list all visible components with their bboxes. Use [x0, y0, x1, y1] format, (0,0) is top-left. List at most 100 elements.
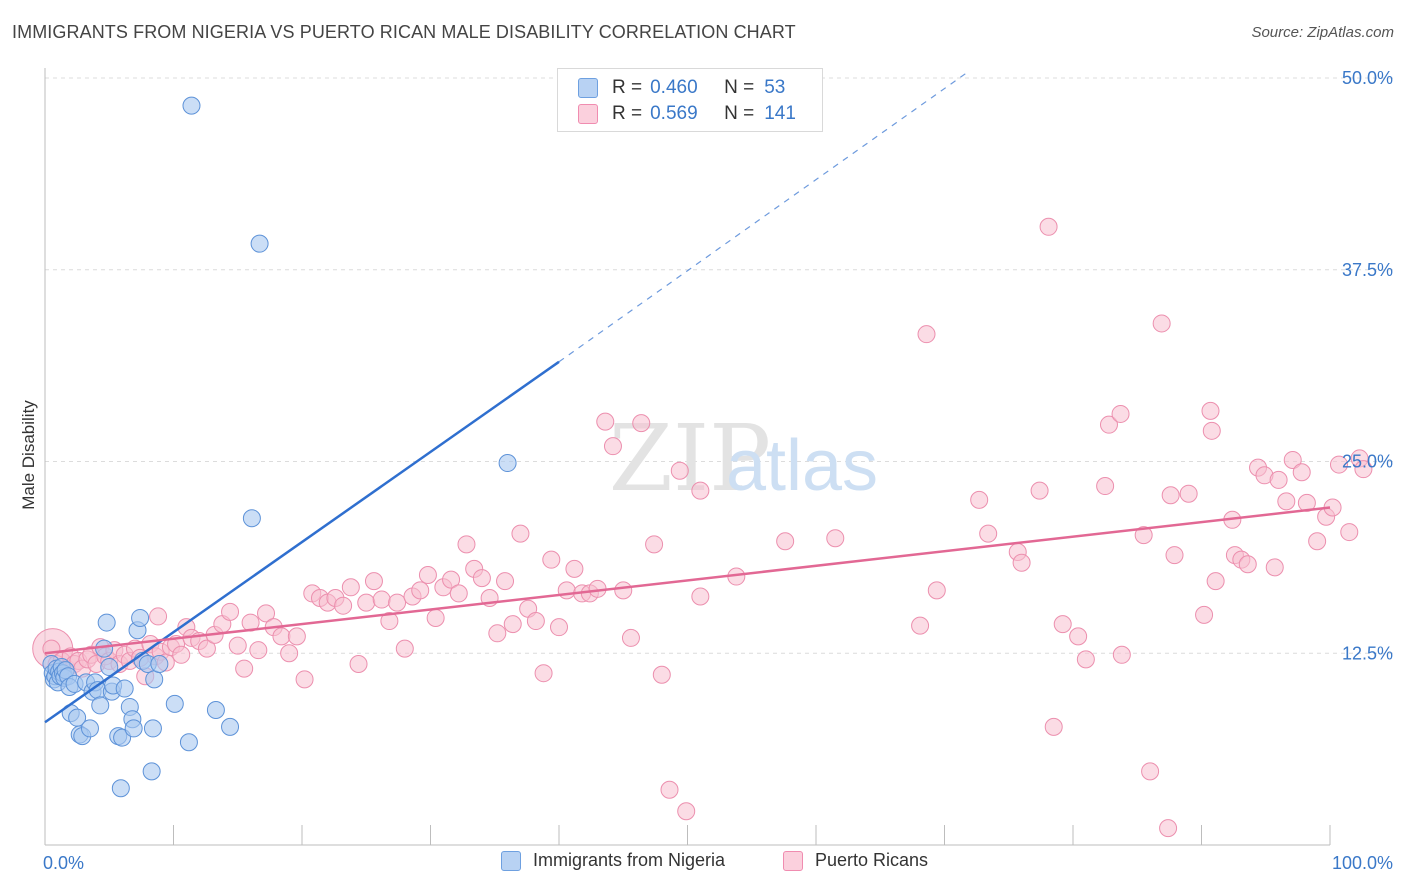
- puerto-ricans-point: [1206, 572, 1225, 591]
- legend-row-puerto-ricans: R = 0.569 N = 141: [578, 102, 796, 126]
- bottom-legend-swatch-nigeria: [501, 850, 521, 871]
- puerto-ricans-point: [526, 612, 545, 631]
- puerto-ricans-point: [334, 596, 353, 615]
- legend-r-label: R =: [612, 77, 643, 98]
- puerto-ricans-point: [970, 490, 989, 509]
- puerto-ricans-point: [911, 616, 930, 635]
- puerto-ricans-point: [511, 524, 530, 543]
- puerto-ricans-point: [1076, 650, 1095, 669]
- nigeria-trend-extension: [558, 69, 971, 363]
- puerto-ricans-point: [1201, 401, 1220, 420]
- puerto-ricans-point: [917, 325, 936, 344]
- puerto-ricans-point: [557, 581, 576, 600]
- puerto-ricans-point: [1277, 492, 1296, 511]
- puerto-ricans-point: [1141, 762, 1160, 781]
- puerto-ricans-point: [388, 593, 407, 612]
- puerto-ricans-point: [1096, 477, 1115, 496]
- puerto-ricans-point: [1292, 463, 1311, 482]
- puerto-ricans-point: [1112, 645, 1131, 664]
- puerto-ricans-point: [364, 572, 383, 591]
- puerto-ricans-point: [614, 581, 633, 600]
- puerto-ricans-point: [1297, 493, 1316, 512]
- y-tick-label: 37.5%: [1342, 260, 1393, 280]
- bottom-legend-label-puerto-ricans: Puerto Ricans: [815, 850, 929, 870]
- correlation-legend: R = 0.460 N = 53 R = 0.569 N = 141: [557, 68, 823, 132]
- puerto-ricans-point: [1152, 314, 1171, 333]
- grid-lines: [45, 77, 1395, 654]
- puerto-ricans-point: [1099, 415, 1118, 434]
- puerto-ricans-point: [149, 607, 168, 626]
- puerto-ricans-point: [287, 627, 306, 646]
- chart-title: IMMIGRANTS FROM NIGERIA VS PUERTO RICAN …: [12, 22, 796, 42]
- puerto-ricans-point: [670, 461, 689, 480]
- source-label: Source: ZipAtlas.com: [1251, 24, 1394, 41]
- puerto-ricans-point: [496, 572, 515, 591]
- tick-labels: 12.5% 25.0% 37.5% 50.0% 0.0% 100.0%: [43, 68, 1393, 873]
- legend-swatch-puerto-ricans: [578, 104, 598, 124]
- legend-r-label: R =: [612, 103, 643, 124]
- nigeria-point: [80, 719, 99, 738]
- puerto-ricans-point: [235, 659, 254, 678]
- puerto-ricans-point: [534, 664, 553, 683]
- nigeria-point: [250, 234, 269, 253]
- puerto-ricans-point: [357, 593, 376, 612]
- puerto-ricans-point: [691, 481, 710, 500]
- bottom-legend-swatch-puerto-ricans: [783, 850, 803, 871]
- nigeria-trend-line: [44, 360, 560, 724]
- puerto-ricans-point: [228, 636, 247, 655]
- legend-r-value: 0.460: [650, 77, 698, 98]
- legend-row-nigeria: R = 0.460 N = 53: [578, 76, 785, 100]
- nigeria-point: [165, 694, 184, 713]
- nigeria-points: [42, 96, 517, 798]
- nigeria-point: [221, 717, 240, 736]
- nigeria-point: [179, 733, 198, 752]
- puerto-ricans-point: [1283, 450, 1302, 469]
- puerto-ricans-point: [826, 529, 845, 548]
- puerto-ricans-point: [645, 535, 664, 554]
- puerto-ricans-point: [691, 587, 710, 606]
- puerto-ricans-point: [1265, 558, 1284, 577]
- puerto-ricans-point: [1238, 555, 1257, 574]
- nigeria-point: [182, 96, 201, 115]
- puerto-ricans-point: [979, 524, 998, 543]
- puerto-ricans-point: [1159, 819, 1178, 838]
- nigeria-point: [206, 701, 225, 720]
- puerto-ricans-point: [776, 532, 795, 551]
- axes: [44, 68, 1331, 846]
- puerto-ricans-point: [596, 412, 615, 431]
- puerto-ricans-point: [1329, 455, 1348, 474]
- puerto-ricans-point: [426, 608, 445, 627]
- puerto-ricans-point: [472, 569, 491, 588]
- bottom-legend-nigeria: Immigrants from Nigeria: [501, 850, 725, 871]
- puerto-ricans-point: [621, 628, 640, 647]
- x-tick-label: 0.0%: [43, 853, 84, 873]
- nigeria-point: [100, 658, 119, 677]
- nigeria-point: [242, 509, 261, 528]
- puerto-ricans-point: [1039, 217, 1058, 236]
- legend-n-label: N =: [724, 103, 755, 124]
- nigeria-point: [498, 454, 517, 473]
- puerto-ricans-point: [1012, 553, 1031, 572]
- puerto-ricans-points: [32, 217, 1373, 838]
- puerto-ricans-point: [380, 612, 399, 631]
- puerto-ricans-point: [1195, 605, 1214, 624]
- nigeria-point: [150, 654, 169, 673]
- nigeria-point: [91, 696, 110, 715]
- puerto-ricans-point: [1069, 627, 1088, 646]
- y-tick-label: 50.0%: [1342, 68, 1393, 88]
- puerto-ricans-point: [272, 627, 291, 646]
- watermark-atlas: atlas: [726, 426, 878, 506]
- nigeria-point: [124, 719, 143, 738]
- bottom-legend-label-nigeria: Immigrants from Nigeria: [533, 850, 726, 870]
- nigeria-point: [145, 670, 164, 689]
- puerto-ricans-point: [221, 602, 240, 621]
- puerto-ricans-point: [457, 535, 476, 554]
- puerto-ricans-point: [550, 618, 568, 637]
- y-tick-label: 12.5%: [1342, 643, 1393, 663]
- puerto-ricans-point: [632, 414, 651, 433]
- puerto-ricans-point: [1053, 615, 1072, 634]
- trend-lines: [44, 69, 1331, 724]
- puerto-ricans-point: [249, 641, 268, 660]
- legend-swatch-nigeria: [578, 78, 598, 98]
